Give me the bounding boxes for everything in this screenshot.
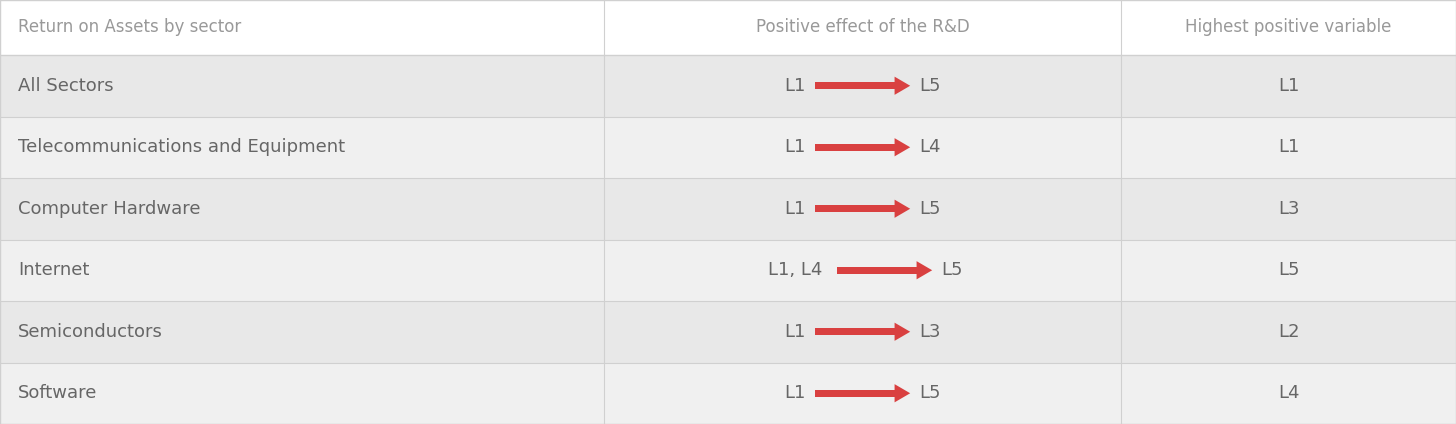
Text: Return on Assets by sector: Return on Assets by sector [17, 19, 242, 36]
Bar [0, 240, 1456, 301]
Bar [815, 328, 894, 335]
Text: L5: L5 [919, 200, 941, 218]
Text: Computer Hardware: Computer Hardware [17, 200, 201, 218]
Polygon shape [894, 200, 910, 218]
Text: L1: L1 [785, 323, 805, 341]
Polygon shape [894, 138, 910, 156]
Text: All Sectors: All Sectors [17, 77, 114, 95]
Text: L5: L5 [1278, 261, 1299, 279]
Text: L5: L5 [919, 77, 941, 95]
Text: L1: L1 [785, 77, 805, 95]
Bar [815, 390, 894, 397]
Polygon shape [894, 384, 910, 402]
Bar [0, 178, 1456, 240]
Bar [0, 55, 1456, 117]
Bar [815, 82, 894, 89]
Bar [815, 205, 894, 212]
Text: L3: L3 [919, 323, 941, 341]
Bar [0, 363, 1456, 424]
Text: L5: L5 [919, 384, 941, 402]
Text: L1, L4: L1, L4 [767, 261, 823, 279]
Text: L1: L1 [785, 138, 805, 156]
Text: L3: L3 [1278, 200, 1299, 218]
Text: L5: L5 [942, 261, 962, 279]
Text: L4: L4 [919, 138, 941, 156]
Polygon shape [917, 261, 932, 279]
Text: L2: L2 [1278, 323, 1299, 341]
Text: L1: L1 [1278, 77, 1299, 95]
Bar [815, 144, 894, 151]
Text: Highest positive variable: Highest positive variable [1185, 19, 1392, 36]
Text: Semiconductors: Semiconductors [17, 323, 163, 341]
Text: Positive effect of the R&D: Positive effect of the R&D [756, 19, 970, 36]
Text: Software: Software [17, 384, 98, 402]
Polygon shape [894, 323, 910, 341]
Polygon shape [894, 77, 910, 95]
Text: Telecommunications and Equipment: Telecommunications and Equipment [17, 138, 345, 156]
Text: L1: L1 [785, 200, 805, 218]
Text: L4: L4 [1278, 384, 1299, 402]
Bar [0, 117, 1456, 178]
Text: L1: L1 [1278, 138, 1299, 156]
Bar [0, 0, 1456, 55]
Text: Internet: Internet [17, 261, 89, 279]
Bar [0, 301, 1456, 363]
Text: L1: L1 [785, 384, 805, 402]
Bar [837, 267, 917, 274]
